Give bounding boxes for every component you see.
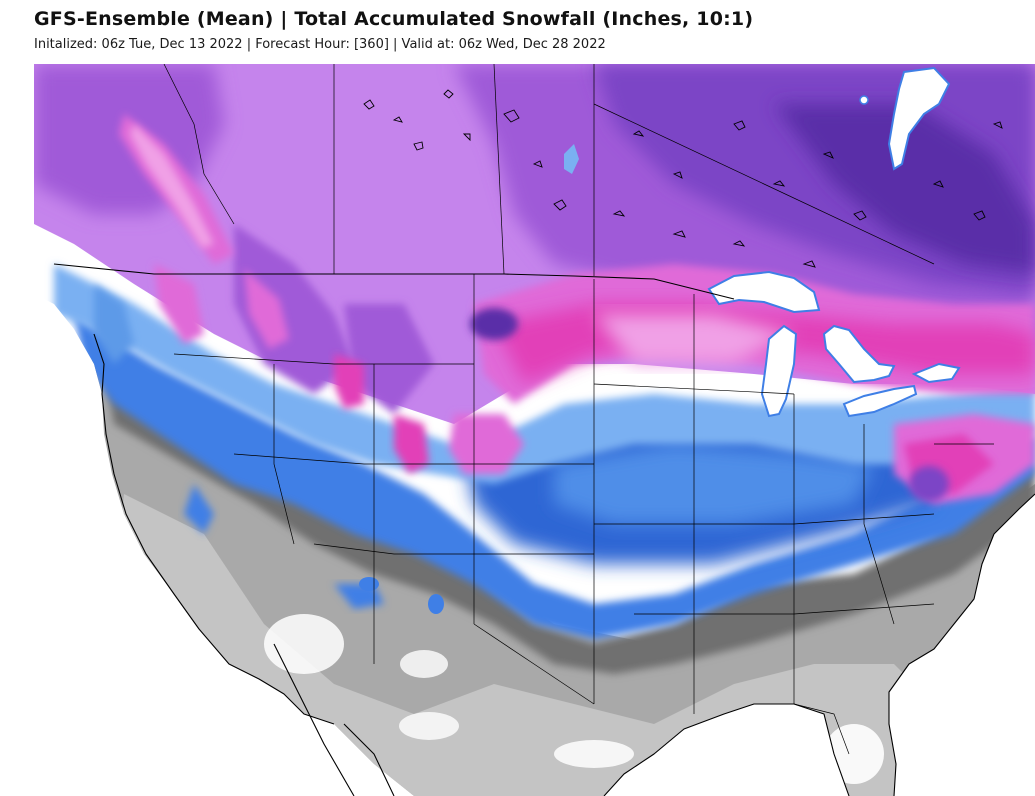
map-subtitle: Initalized: 06z Tue, Dec 13 2022 | Forec… <box>34 37 606 52</box>
snow-zone-magenta <box>470 264 1035 504</box>
snow-zone-dark-gray <box>104 364 1035 674</box>
ocean-mask <box>889 494 1035 796</box>
snowfall-map <box>34 64 1035 796</box>
great-lakes <box>564 66 961 418</box>
map-canvas <box>34 64 1035 796</box>
map-title: GFS-Ensemble (Mean) | Total Accumulated … <box>34 8 754 30</box>
map-boundaries <box>53 64 1035 796</box>
canadian-lakes <box>363 89 1003 268</box>
snow-zone-mountain-ridges <box>94 114 524 614</box>
